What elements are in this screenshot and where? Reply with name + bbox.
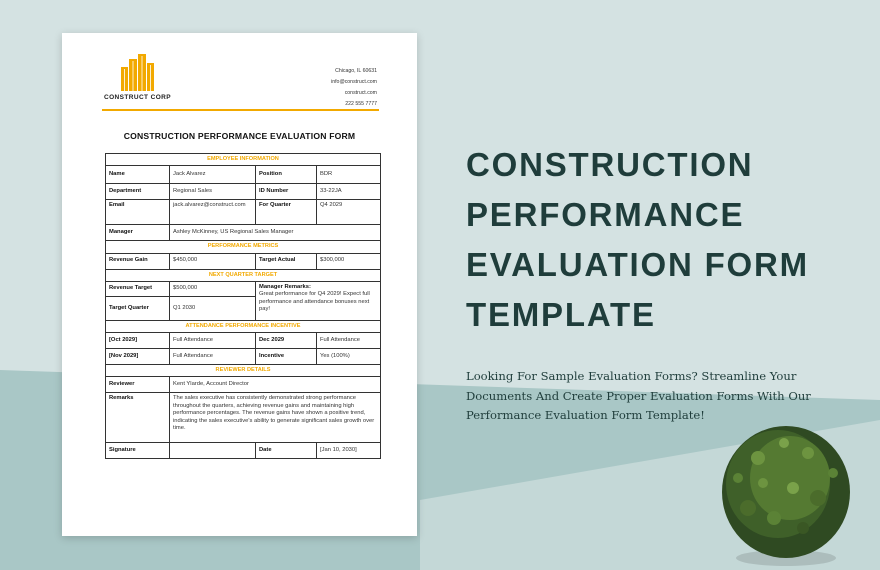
manager-label: Manager bbox=[105, 224, 170, 242]
contact-block: Chicago, IL 60631 info@construct.com con… bbox=[331, 66, 377, 110]
promo-heading-line: TEMPLATE bbox=[466, 296, 656, 333]
evaluation-table: EMPLOYEE INFORMATION Name Jack Alvarez P… bbox=[105, 152, 381, 460]
section-header-reviewer: REVIEWER DETAILS bbox=[105, 364, 381, 378]
signature-value bbox=[169, 442, 256, 460]
header-divider bbox=[102, 109, 379, 111]
reviewer-value: Kent Ylarde, Account Director bbox=[169, 376, 381, 394]
revenue-gain-label: Revenue Gain bbox=[105, 252, 170, 270]
contact-address: Chicago, IL 60631 bbox=[335, 68, 377, 74]
company-logo: CONSTRUCT CORP bbox=[104, 53, 174, 101]
id-value: 33-22JA bbox=[316, 183, 381, 201]
reviewer-label: Reviewer bbox=[105, 376, 170, 394]
target-actual-label: Target Actual bbox=[255, 252, 317, 270]
email-label: Email bbox=[105, 199, 170, 226]
quarter-value: Q4 2029 bbox=[316, 199, 381, 226]
email-value: jack.alvarez@construct.com bbox=[169, 199, 256, 226]
quarter-label: For Quarter bbox=[255, 199, 317, 226]
target-actual-value: $300,000 bbox=[316, 252, 381, 270]
promo-description: Looking For Sample Evaluation Forms? Str… bbox=[466, 369, 811, 422]
revenue-target-label: Revenue Target bbox=[105, 280, 170, 297]
section-header-next-quarter: NEXT QUARTER TARGET bbox=[105, 268, 381, 282]
date-label: Date bbox=[255, 442, 317, 460]
form-title: CONSTRUCTION PERFORMANCE EVALUATION FORM bbox=[123, 131, 356, 141]
revenue-target-value: $500,000 bbox=[169, 280, 256, 297]
id-label: ID Number bbox=[255, 183, 317, 201]
company-name: CONSTRUCT CORP bbox=[104, 94, 171, 101]
manager-remarks-text: Great performance for Q4 2029! Expect fu… bbox=[259, 291, 370, 313]
target-quarter-value: Q1 2030 bbox=[169, 295, 256, 321]
building-logo-icon bbox=[121, 54, 154, 91]
department-value: Regional Sales bbox=[169, 183, 256, 201]
nov-label: [Nov 2029] bbox=[105, 348, 170, 366]
dec-value: Full Attendance bbox=[316, 332, 381, 350]
plant-image bbox=[722, 426, 850, 566]
date-value: [Jan 10, 2030] bbox=[316, 442, 381, 460]
contact-email: info@construct.com bbox=[331, 79, 377, 85]
nov-value: Full Attendance bbox=[169, 348, 256, 366]
promo-heading-line: CONSTRUCTION bbox=[466, 146, 754, 183]
position-value: BDR bbox=[316, 165, 381, 185]
document-page: CONSTRUCT CORP Chicago, IL 60631 info@co… bbox=[62, 33, 417, 536]
manager-remarks-cell: Manager Remarks: Great performance for Q… bbox=[255, 280, 381, 321]
remarks-label: Remarks bbox=[105, 392, 170, 444]
name-label: Name bbox=[105, 165, 170, 185]
section-header-attendance: ATTENDANCE PERFORMANCE INCENTIVE bbox=[105, 319, 381, 334]
section-header-employee: EMPLOYEE INFORMATION bbox=[105, 152, 381, 167]
manager-value: Ashley McKinney, US Regional Sales Manag… bbox=[169, 224, 381, 242]
incentive-label: Incentive bbox=[255, 348, 317, 366]
department-label: Department bbox=[105, 183, 170, 201]
promo-heading: CONSTRUCTION PERFORMANCE EVALUATION FORM… bbox=[466, 140, 866, 340]
section-header-metrics: PERFORMANCE METRICS bbox=[105, 240, 381, 254]
dec-label: Dec 2029 bbox=[255, 332, 317, 350]
signature-label: Signature bbox=[105, 442, 170, 460]
manager-remarks-label: Manager Remarks: bbox=[259, 283, 311, 290]
position-label: Position bbox=[255, 165, 317, 185]
contact-website: construct.com bbox=[344, 90, 377, 96]
oct-label: [Oct 2029] bbox=[105, 332, 170, 350]
remarks-value: The sales executive has consistently dem… bbox=[169, 392, 381, 444]
promo-heading-line: PERFORMANCE bbox=[466, 196, 745, 233]
revenue-gain-value: $450,000 bbox=[169, 252, 256, 270]
contact-phone: 222 555 7777 bbox=[345, 101, 377, 107]
oct-value: Full Attendance bbox=[169, 332, 256, 350]
target-quarter-label: Target Quarter bbox=[105, 295, 170, 321]
incentive-value: Yes (100%) bbox=[316, 348, 381, 366]
promo-heading-line: EVALUATION FORM bbox=[466, 246, 809, 283]
name-value: Jack Alvarez bbox=[169, 165, 256, 185]
